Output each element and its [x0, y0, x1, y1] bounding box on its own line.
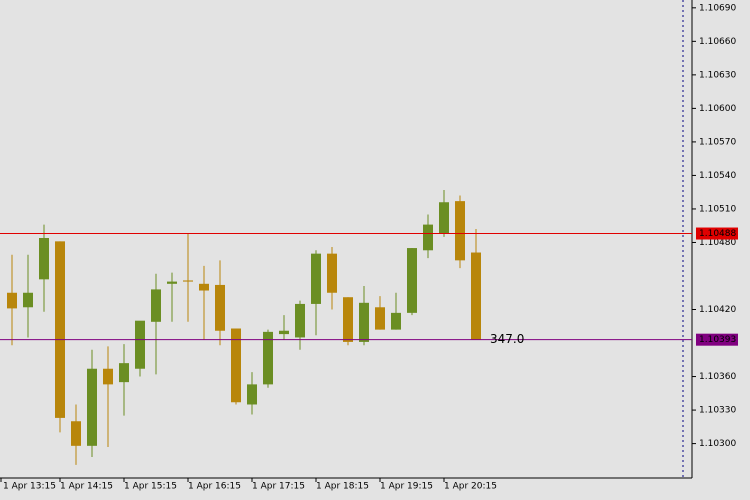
- candle-body: [103, 368, 113, 385]
- candle-body: [327, 253, 337, 293]
- x-tick-label: 1 Apr 14:15: [60, 482, 113, 492]
- y-tick-label: 1.10540: [699, 171, 736, 181]
- candle-body: [55, 241, 65, 418]
- candle-body: [183, 280, 193, 282]
- x-tick-label: 1 Apr 17:15: [252, 482, 305, 492]
- candle-body: [423, 224, 433, 251]
- candle-body: [295, 303, 305, 338]
- candle-body: [343, 297, 353, 342]
- y-tick-label: 1.10690: [699, 3, 736, 13]
- x-tick-label: 1 Apr 16:15: [188, 482, 241, 492]
- x-tick-label: 1 Apr 19:15: [380, 482, 433, 492]
- candle-body: [263, 331, 273, 385]
- x-tick-label: 1 Apr 13:15: [3, 482, 56, 492]
- candle-body: [39, 238, 49, 280]
- candle-body: [199, 283, 209, 291]
- y-tick-label: 1.10570: [699, 137, 736, 147]
- y-tick-label: 1.10330: [699, 406, 736, 416]
- candle-body: [87, 368, 97, 446]
- candle-body: [215, 284, 225, 331]
- candle-body: [375, 307, 385, 330]
- candle-body: [311, 253, 321, 304]
- candle-body: [167, 281, 177, 284]
- annotation: 347.0: [490, 332, 524, 346]
- candle-body: [23, 292, 33, 308]
- candle-body: [455, 201, 465, 261]
- y-tick-label: 1.10630: [699, 70, 736, 80]
- candle-body: [279, 330, 289, 335]
- candle-body: [247, 384, 257, 405]
- y-tick-label: 1.10600: [699, 104, 736, 114]
- candle-body: [439, 202, 449, 234]
- price-line-label: 1.10488: [699, 229, 736, 239]
- candle-body: [391, 312, 401, 330]
- candle-body: [135, 320, 145, 369]
- y-tick-label: 1.10660: [699, 37, 736, 47]
- y-tick-label: 1.10420: [699, 305, 736, 315]
- candle-body: [231, 328, 241, 403]
- candle-body: [407, 248, 417, 313]
- x-tick-label: 1 Apr 15:15: [124, 482, 177, 492]
- price-line-label: 1.10393: [699, 335, 736, 345]
- candle-body: [359, 302, 369, 342]
- candle-body: [7, 292, 17, 309]
- y-tick-label: 1.10360: [699, 372, 736, 382]
- candle-body: [71, 421, 81, 446]
- y-tick-label: 1.10480: [699, 238, 736, 248]
- candle-body: [151, 289, 161, 322]
- y-tick-label: 1.10300: [699, 439, 736, 449]
- x-tick-label: 1 Apr 18:15: [316, 482, 369, 492]
- candle-body: [471, 252, 481, 340]
- candle-body: [119, 363, 129, 383]
- y-tick-label: 1.10510: [699, 204, 736, 214]
- x-tick-label: 1 Apr 20:15: [444, 482, 497, 492]
- price-line-tag: [696, 227, 738, 240]
- price-line-tag: [696, 333, 738, 346]
